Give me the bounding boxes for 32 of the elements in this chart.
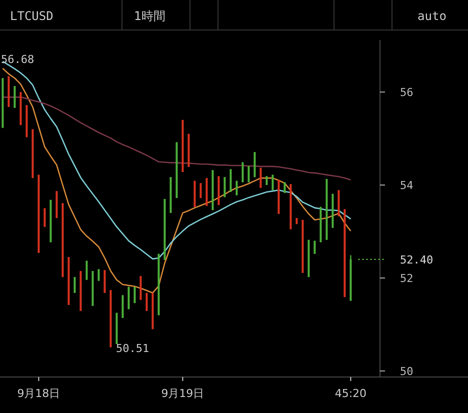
candlestick bbox=[236, 180, 238, 196]
candlestick bbox=[86, 260, 88, 280]
candlestick bbox=[260, 167, 262, 188]
candlestick bbox=[140, 276, 142, 300]
chart-subtitle: 1時間 bbox=[134, 9, 166, 23]
candlestick bbox=[314, 240, 316, 254]
line-series bbox=[2, 68, 352, 294]
y-tick-label: 50 bbox=[400, 364, 414, 378]
annotation: 56.68 bbox=[1, 53, 34, 66]
candlestick bbox=[200, 182, 202, 199]
candlestick bbox=[74, 276, 76, 294]
x-tick-label: 45:20 bbox=[334, 387, 367, 400]
text: auto bbox=[418, 9, 446, 23]
annotation: 50.51 bbox=[116, 342, 150, 355]
line-series bbox=[2, 96, 352, 181]
candlestick bbox=[242, 162, 244, 183]
candlestick bbox=[284, 182, 286, 194]
candlestick bbox=[104, 269, 106, 294]
ref-line-label: 52.40 bbox=[400, 253, 434, 266]
chart-title: LTCUSD bbox=[10, 9, 54, 23]
candlestick bbox=[122, 294, 124, 319]
candlestick bbox=[146, 292, 148, 312]
candlestick bbox=[224, 176, 226, 198]
candlestick bbox=[230, 168, 232, 193]
x-tick-label: 9月19日 bbox=[161, 387, 204, 400]
y-tick-label: 56 bbox=[400, 86, 414, 100]
candlestick bbox=[14, 85, 16, 108]
candlestick bbox=[44, 208, 46, 228]
y-tick-label: 54 bbox=[400, 179, 414, 192]
y-tick-label: 52 bbox=[400, 272, 414, 285]
x-tick-label: 9月18日 bbox=[17, 387, 60, 400]
candlestick bbox=[98, 268, 100, 282]
